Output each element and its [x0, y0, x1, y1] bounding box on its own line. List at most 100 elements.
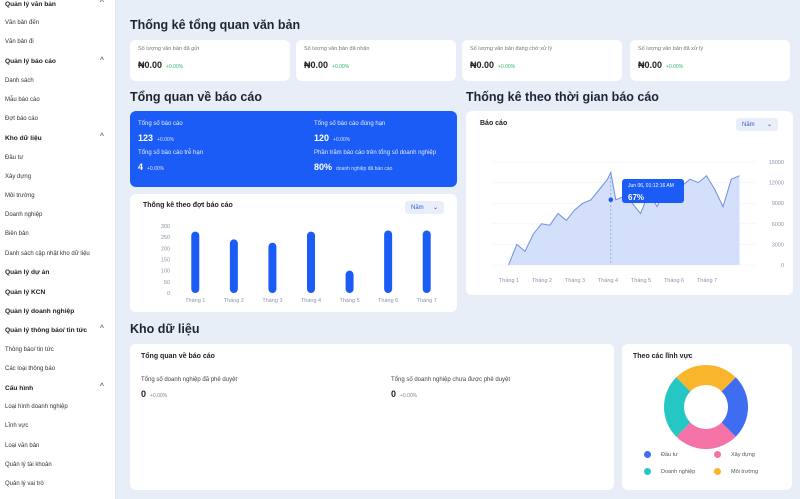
pending-label: Tổng số doanh nghiệp chưa được phê duyệt — [391, 377, 511, 383]
y-tick-label: 9000 — [772, 201, 784, 207]
sidebar-item[interactable]: Loại văn bản — [0, 437, 115, 455]
stat-card-pending: Số lượng văn bản đang chờ xử lý ₦0.00 +0.… — [462, 40, 622, 81]
y-tick-label: 3000 — [772, 242, 784, 248]
sidebar-item[interactable]: Doanh nghiệp — [0, 206, 115, 224]
time-stats-title: Thống kê theo thời gian báo cáo — [466, 90, 659, 104]
line-period-select[interactable]: Năm ⌄ — [736, 118, 778, 131]
donut-chart — [663, 364, 749, 450]
sidebar-item[interactable]: Quản lý văn bản ^ — [0, 0, 115, 13]
sidebar-item-label: Quản lý tài khoản — [5, 461, 52, 468]
sidebar-item[interactable]: Thông báo/ tin tức — [0, 341, 115, 359]
line-chart-card: Báo cáo Năm ⌄ 0 3000 6000 9000 12000 15000 Thán… — [466, 111, 793, 295]
sidebar-item[interactable]: Mẫu báo cáo — [0, 91, 115, 109]
sidebar-item-label: Đầu tư — [5, 154, 24, 161]
line-chart-title: Báo cáo — [480, 120, 508, 127]
y-tick-label: 150 — [161, 258, 170, 264]
sidebar-item[interactable]: Loại hình doanh nghiệp — [0, 398, 115, 416]
x-tick-label: Tháng 6 — [378, 298, 398, 304]
y-tick-label: 12000 — [769, 181, 784, 187]
pending-value: 0 +0.00% — [391, 389, 418, 399]
sidebar-item[interactable]: Quản lý thông báo/ tin tức ^ — [0, 321, 115, 339]
sidebar-item[interactable]: Đợt báo cáo — [0, 110, 115, 128]
chevron-down-icon: ⌄ — [432, 205, 438, 211]
chevron-up-icon: ^ — [99, 0, 104, 6]
donut-hole — [684, 385, 728, 429]
sidebar-item-label: Các loại thông báo — [5, 365, 56, 372]
bar — [345, 270, 354, 293]
sidebar-item-label: Lĩnh vực — [5, 423, 29, 430]
overview-title: Thống kê tổng quan văn bản — [130, 18, 301, 32]
x-tick-label: Tháng 6 — [664, 278, 684, 284]
sidebar-item[interactable]: Văn bản đến — [0, 14, 115, 32]
sidebar-item-label: Danh sách cập nhật kho dữ liệu — [5, 250, 90, 257]
x-tick-label: Tháng 5 — [631, 278, 651, 284]
sidebar-item-label: Danh sách — [5, 77, 34, 84]
x-tick-label: Tháng 7 — [697, 278, 717, 284]
sidebar-item[interactable]: Môi trường — [0, 187, 115, 205]
bar-period-select[interactable]: Năm ⌄ — [405, 201, 444, 214]
x-tick-label: Tháng 3 — [262, 298, 282, 304]
sidebar-item-label: Quản lý vai trò — [5, 481, 44, 487]
sidebar-item-label: Văn bản đi — [5, 39, 34, 46]
bar-chart: 0 50 100 150 200 250 300 Tháng 1 Tháng 2 Tháng 3 T… — [161, 224, 437, 304]
sidebar-item[interactable]: Các loại thông báo — [0, 360, 115, 378]
stat-label: Số lượng văn bản đã gửi — [138, 46, 200, 52]
stat-card-received: Số lượng văn bản đã nhận ₦0.00 +0.00% — [296, 40, 456, 81]
ontime-reports-value: 120 +0.00% — [314, 133, 351, 143]
chevron-up-icon: ^ — [99, 383, 104, 390]
chevron-down-icon: ⌄ — [766, 122, 772, 128]
reports-title: Tổng quan về báo cáo — [130, 90, 262, 104]
donut-slice — [676, 422, 736, 450]
sidebar-item[interactable]: Danh sách — [0, 72, 115, 90]
main-content: Thống kê tổng quan văn bản Số lượng văn … — [116, 0, 800, 499]
highlight-point — [608, 197, 614, 203]
legend-dot — [714, 451, 721, 458]
reports-summary-card: Tổng số báo cáo 123 +0.00% Tổng số báo cá… — [130, 111, 457, 187]
sidebar-item[interactable]: Quản lý tài khoản — [0, 456, 115, 474]
y-tick-label: 0 — [781, 263, 784, 269]
stat-card-processed: Số lượng văn bản đã xử lý ₦0.00 +0.00% — [630, 40, 790, 81]
legend-item: Đầu tư — [644, 451, 678, 458]
sidebar-item-label: Mẫu báo cáo — [5, 97, 40, 103]
sidebar-item-label: Kho dữ liệu — [5, 134, 42, 142]
sidebar-item[interactable]: Quản lý KCN — [0, 283, 115, 301]
sidebar-item[interactable]: Đầu tư — [0, 149, 115, 167]
total-reports-value: 123 +0.00% — [138, 133, 175, 143]
sidebar-item[interactable]: Biên bản — [0, 225, 115, 243]
sidebar-item-label: Quản lý dự án — [5, 269, 50, 277]
bar — [307, 231, 315, 293]
donut-slice — [721, 377, 749, 437]
sidebar-item-label: Doanh nghiệp — [5, 212, 43, 219]
y-tick-label: 300 — [161, 224, 170, 230]
x-tick-label: Tháng 1 — [185, 298, 205, 304]
sidebar-item[interactable]: Quản lý vai trò — [0, 475, 115, 493]
line-tooltip: Jun 06, 01:12:16 AM 67% — [622, 179, 684, 203]
y-tick-label: 0 — [167, 291, 170, 297]
chevron-up-icon: ^ — [99, 133, 104, 141]
sidebar-item-label: Văn bản đến — [5, 20, 40, 27]
x-tick-label: Tháng 4 — [301, 298, 321, 304]
sidebar-item[interactable]: Quản lý doanh nghiệp — [0, 302, 115, 320]
x-tick-label: Tháng 2 — [224, 298, 244, 304]
warehouse-title: Kho dữ liệu — [130, 322, 200, 336]
sidebar-item[interactable]: Quản lý báo cáo ^ — [0, 53, 115, 71]
sidebar-item[interactable]: Danh sách cập nhật kho dữ liệu — [0, 245, 115, 263]
sidebar-item-label: Quản lý báo cáo — [5, 58, 56, 66]
sidebar-item-label: Đợt báo cáo — [5, 116, 38, 123]
y-tick-label: 200 — [161, 246, 170, 252]
sidebar-item[interactable]: Cấu hình ^ — [0, 379, 115, 397]
stat-value: ₦0.00 +0.00% — [638, 60, 684, 70]
y-tick-label: 15000 — [769, 160, 784, 166]
legend-dot — [714, 468, 721, 475]
donut-title: Theo các lĩnh vực — [633, 353, 693, 360]
bar-chart-title: Thống kê theo đợt báo cáo — [143, 202, 233, 209]
sidebar-item-label: Loại hình doanh nghiệp — [5, 404, 68, 411]
sidebar-item[interactable]: Xây dựng — [0, 168, 115, 186]
sidebar-item[interactable]: Kho dữ liệu ^ — [0, 129, 115, 147]
sidebar-item[interactable]: Văn bản đi — [0, 33, 115, 51]
bar — [268, 242, 277, 293]
sidebar-item[interactable]: Lĩnh vực — [0, 417, 115, 435]
legend-item: Doanh nghiệp — [644, 468, 695, 475]
late-reports-value: 4 +0.00% — [138, 162, 165, 172]
sidebar-item[interactable]: Quản lý dự án — [0, 264, 115, 282]
